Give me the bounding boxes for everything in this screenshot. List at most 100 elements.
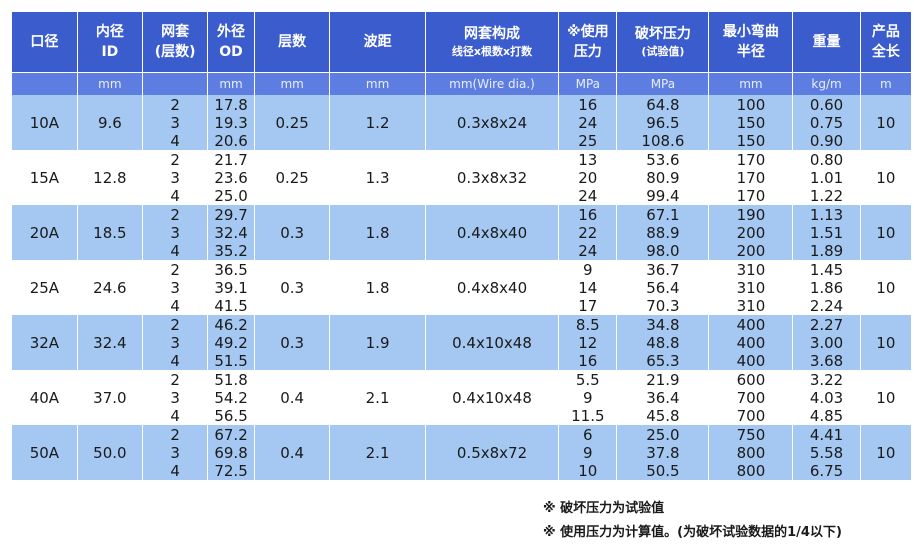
- note-working-pressure: ※ 使用压力为计算值。(为破坏试验数据的1/4以下): [543, 525, 842, 540]
- cell-bend: 400 400 400: [708, 315, 793, 370]
- cell-value: 100: [736, 95, 766, 114]
- cell-thickness: 0.3: [253, 260, 330, 315]
- cell-value: 0.80: [809, 150, 844, 169]
- cell-id: 37.0: [76, 370, 143, 425]
- cell-burst: 25.0 37.8 50.5: [616, 425, 709, 480]
- unit-cell: MPa: [558, 72, 617, 95]
- cell-braid: 0.3x8x32: [424, 150, 559, 205]
- cell-od: 51.8 54.2 56.5: [207, 370, 255, 425]
- cell-pressure: 6 9 10: [558, 425, 617, 480]
- cell-braid: 0.4x8x40: [424, 260, 559, 315]
- table-row: 15A 12.8 2 3 4 21.7 23.6 25.0 0.25 1.3 0.3x8x32 13 2…: [12, 150, 911, 205]
- cell-value: 25.0: [214, 186, 248, 205]
- cell-weight-stack: 2.27 3.00 3.68: [793, 316, 859, 370]
- cell-value: 3: [170, 388, 180, 407]
- cell-od-stack: 29.7 32.4 35.2: [208, 206, 254, 260]
- cell-value: 2: [170, 260, 180, 279]
- cell-value: 54.2: [214, 388, 248, 407]
- cell-value: 2.24: [809, 296, 844, 315]
- cell-value: 750: [736, 425, 766, 444]
- cell-value: 19.3: [214, 113, 248, 132]
- cell-id: 18.5: [76, 205, 143, 260]
- cell-pitch: 1.9: [329, 315, 426, 370]
- unit-cell: MPa: [616, 72, 709, 95]
- cell-od: 21.7 23.6 25.0: [207, 150, 255, 205]
- cell-size: 40A: [12, 370, 78, 425]
- cell-value: 1.89: [809, 241, 844, 260]
- cell-value: 9: [583, 388, 593, 407]
- cell-burst: 21.9 36.4 45.8: [616, 370, 709, 425]
- cell-value: 170: [736, 150, 766, 169]
- cell-pitch: 2.1: [329, 425, 426, 480]
- column-header-text: 重量: [812, 34, 841, 50]
- cell-od: 17.8 19.3 20.6: [207, 95, 255, 150]
- cell-value: 21.7: [214, 150, 248, 169]
- table-row: 40A 37.0 2 3 4 51.8 54.2 56.5 0.4 2.1 0.4x10x48 5.5…: [12, 370, 911, 425]
- cell-value: 600: [736, 370, 766, 389]
- cell-value: 2: [170, 315, 180, 334]
- cell-weight: 0.80 1.01 1.22: [792, 150, 861, 205]
- cell-value: 1.86: [809, 278, 844, 297]
- cell-pressure-stack: 13 20 24: [559, 151, 616, 205]
- cell-pressure-stack: 5.5 9 11.5: [559, 371, 616, 425]
- cell-bend-stack: 400 400 400: [709, 316, 792, 370]
- cell-value: 310: [736, 278, 766, 297]
- cell-value: 3: [170, 278, 180, 297]
- table-body: 10A 9.6 2 3 4 17.8 19.3 20.6 0.25 1.2 0.3x8x24 16 24…: [12, 95, 911, 480]
- column-header-text: (层数): [154, 44, 196, 60]
- cell-thickness: 0.25: [253, 95, 330, 150]
- column-header-text: 破坏压力: [634, 26, 691, 42]
- cell-bend: 310 310 310: [708, 260, 793, 315]
- cell-value: 0.60: [809, 95, 844, 114]
- cell-value: 36.4: [646, 388, 680, 407]
- cell-value: 3.00: [809, 333, 844, 352]
- cell-value: 70.3: [646, 296, 680, 315]
- cell-value: 67.2: [214, 425, 248, 444]
- cell-burst: 67.1 88.9 98.0: [616, 205, 709, 260]
- cell-size: 25A: [12, 260, 78, 315]
- cell-value: 2.27: [809, 315, 844, 334]
- cell-value: 37.8: [646, 443, 680, 462]
- cell-length: 10: [859, 95, 911, 150]
- unit-cell: mm: [708, 72, 793, 95]
- column-header-text: 外径: [217, 24, 246, 40]
- cell-value: 400: [736, 315, 766, 334]
- cell-braid: 0.4x10x48: [424, 370, 559, 425]
- cell-pressure-stack: 9 14 17: [559, 261, 616, 315]
- cell-value: 67.1: [646, 205, 680, 224]
- cell-value: 400: [736, 351, 766, 370]
- cell-value: 3.68: [809, 351, 844, 370]
- units-row: mm mm mm mm mm(Wire dia.) MPa MPa mm kg/m m: [12, 72, 911, 95]
- cell-value: 6.75: [809, 461, 844, 480]
- cell-bend: 170 170 170: [708, 150, 793, 205]
- cell-value: 11.5: [571, 406, 605, 425]
- cell-value: 4: [170, 131, 180, 150]
- cell-value: 800: [736, 443, 766, 462]
- column-header: ※使用 压力: [558, 12, 617, 73]
- cell-value: 3: [170, 443, 180, 462]
- column-header-subtext: (试验值): [641, 45, 685, 58]
- cell-value: 150: [736, 131, 766, 150]
- cell-bend: 600 700 700: [708, 370, 793, 425]
- cell-value: 4: [170, 461, 180, 480]
- column-header: 最小弯曲 半径: [708, 12, 793, 73]
- cell-burst: 36.7 56.4 70.3: [616, 260, 709, 315]
- table-row: 32A 32.4 2 3 4 46.2 49.2 51.5 0.3 1.9 0.4x10x48 8.5…: [12, 315, 911, 370]
- cell-value: 800: [736, 461, 766, 480]
- cell-length: 10: [859, 260, 911, 315]
- cell-value: 32.4: [214, 223, 248, 242]
- column-header: 重量: [792, 12, 861, 73]
- cell-value: 23.6: [214, 168, 248, 187]
- column-header-text: 内径: [95, 24, 124, 40]
- cell-burst-stack: 25.0 37.8 50.5: [617, 426, 708, 480]
- cell-value: 22: [578, 223, 598, 242]
- cell-value: 3: [170, 113, 180, 132]
- cell-value: 56.5: [214, 406, 248, 425]
- cell-value: 45.8: [646, 406, 680, 425]
- cell-value: 310: [736, 260, 766, 279]
- cell-pressure-stack: 8.5 12 16: [559, 316, 616, 370]
- column-header: 层数: [253, 12, 330, 73]
